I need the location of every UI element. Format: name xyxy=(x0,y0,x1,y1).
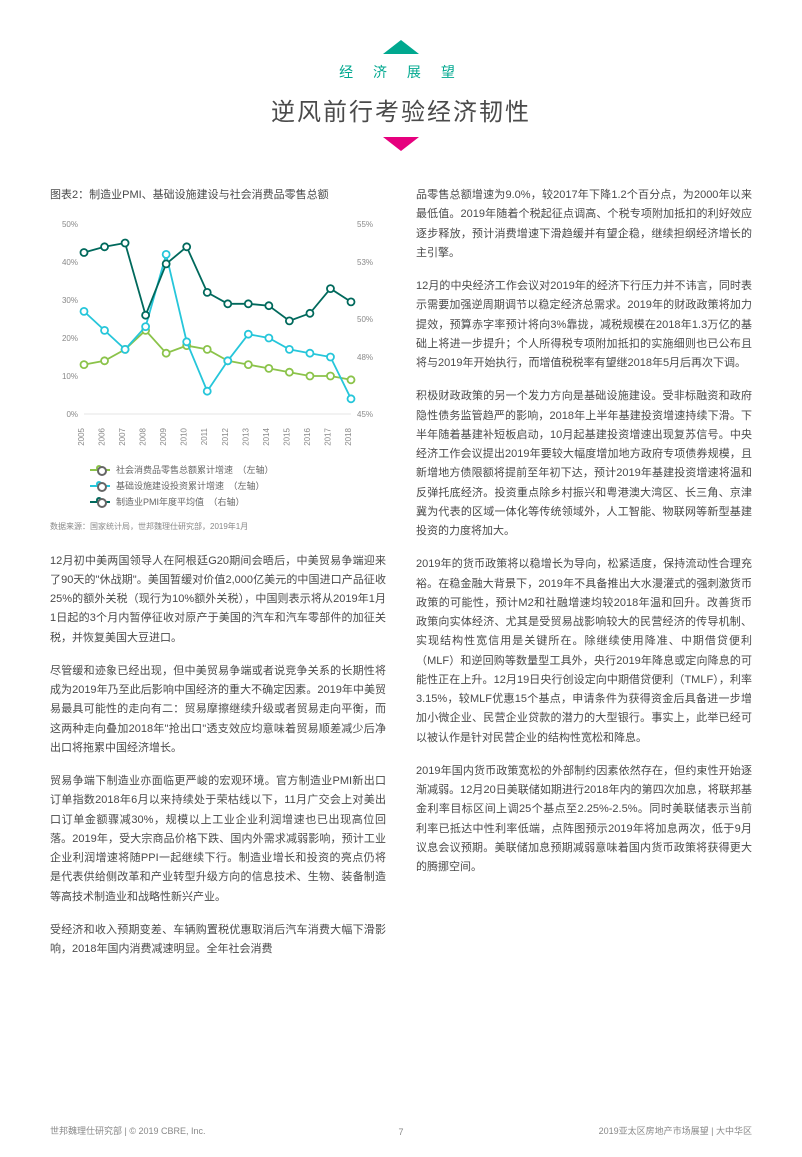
left-body-text: 12月初中美两国领导人在阿根廷G20期间会晤后，中美贸易争端迎来了90天的"休战… xyxy=(50,552,386,960)
svg-text:2006: 2006 xyxy=(98,427,107,445)
svg-text:20%: 20% xyxy=(62,334,78,343)
paragraph: 12月的中央经济工作会议对2019年的经济下行压力并不讳言，同时表示需要加强逆周… xyxy=(416,277,752,373)
svg-text:2010: 2010 xyxy=(180,427,189,445)
caret-up-icon xyxy=(383,40,419,54)
paragraph: 12月初中美两国领导人在阿根廷G20期间会晤后，中美贸易争端迎来了90天的"休战… xyxy=(50,552,386,648)
chart-title: 图表2：制造业PMI、基础设施建设与社会消费品零售总额 xyxy=(50,186,386,202)
legend-marker-icon xyxy=(90,501,110,503)
svg-text:0%: 0% xyxy=(66,410,78,419)
svg-text:45%: 45% xyxy=(357,410,373,419)
page-footer: 世邦魏理仕研究部 | © 2019 CBRE, Inc. 7 2019亚太区房地… xyxy=(50,1124,752,1137)
svg-text:50%: 50% xyxy=(62,220,78,229)
legend-item: 社会消费品零售总额累计增速 （左轴） xyxy=(90,462,386,478)
svg-text:40%: 40% xyxy=(62,258,78,267)
svg-text:53%: 53% xyxy=(357,258,373,267)
svg-text:2012: 2012 xyxy=(221,427,230,445)
paragraph: 2019年的货币政策将以稳增长为导向，松紧适度，保持流动性合理充裕。在稳金融大背… xyxy=(416,555,752,748)
svg-text:2018: 2018 xyxy=(344,427,353,445)
paragraph: 品零售总额增速为9.0%，较2017年下降1.2个百分点，为2000年以来最低值… xyxy=(416,186,752,263)
paragraph: 2019年国内货币政策宽松的外部制约因素依然存在，但约束性开始逐渐减弱。12月2… xyxy=(416,762,752,878)
svg-text:50%: 50% xyxy=(357,315,373,324)
svg-text:2008: 2008 xyxy=(139,427,148,445)
page-number: 7 xyxy=(398,1127,403,1137)
chart-legend: 社会消费品零售总额累计增速 （左轴）基础设施建设投资累计增速 （左轴）制造业PM… xyxy=(50,462,386,511)
legend-label: 基础设施建设投资累计增速 （左轴） xyxy=(116,478,265,494)
paragraph: 尽管缓和迹象已经出现，但中美贸易争端或者说竞争关系的长期性将成为2019年乃至此… xyxy=(50,662,386,758)
page-title: 逆风前行考验经济韧性 xyxy=(50,92,752,127)
section-label: 经 济 展 望 xyxy=(50,62,752,82)
right-column: 品零售总额增速为9.0%，较2017年下降1.2个百分点，为2000年以来最低值… xyxy=(416,186,752,973)
chart-source: 数据来源：国家统计局，世邦魏理仕研究部，2019年1月 xyxy=(50,521,386,532)
svg-text:2016: 2016 xyxy=(303,427,312,445)
svg-text:2007: 2007 xyxy=(118,427,127,445)
paragraph: 积极财政政策的另一个发力方向是基础设施建设。受非标融资和政府隐性债务监管趋严的影… xyxy=(416,387,752,541)
svg-text:2013: 2013 xyxy=(241,427,250,445)
legend-label: 社会消费品零售总额累计增速 （左轴） xyxy=(116,462,274,478)
legend-marker-icon xyxy=(90,469,110,471)
svg-text:2009: 2009 xyxy=(159,427,168,445)
legend-marker-icon xyxy=(90,485,110,487)
page-header: 经 济 展 望 逆风前行考验经济韧性 xyxy=(50,40,752,151)
paragraph: 受经济和收入预期变差、车辆购置税优惠取消后汽车消费大幅下滑影响，2018年国内消… xyxy=(50,921,386,960)
chart-figure: 0% 10% 20% 30% 40% 50% 45% 48% 50% 53% 55% 2005 2006… xyxy=(50,214,386,454)
svg-text:2011: 2011 xyxy=(200,427,209,445)
svg-text:2017: 2017 xyxy=(323,427,332,445)
svg-text:2015: 2015 xyxy=(282,427,291,445)
paragraph: 贸易争端下制造业亦面临更严峻的宏观环境。官方制造业PMI新出口订单指数2018年… xyxy=(50,772,386,907)
svg-text:10%: 10% xyxy=(62,372,78,381)
svg-text:2005: 2005 xyxy=(77,427,86,445)
footer-right: 2019亚太区房地产市场展望 | 大中华区 xyxy=(599,1124,752,1137)
svg-text:30%: 30% xyxy=(62,296,78,305)
footer-left: 世邦魏理仕研究部 | © 2019 CBRE, Inc. xyxy=(50,1124,206,1137)
left-column: 图表2：制造业PMI、基础设施建设与社会消费品零售总额 0% 10% 20% 30% 4… xyxy=(50,186,386,973)
right-body-text: 品零售总额增速为9.0%，较2017年下降1.2个百分点，为2000年以来最低值… xyxy=(416,186,752,877)
legend-item: 制造业PMI年度平均值 （右轴） xyxy=(90,494,386,510)
svg-text:48%: 48% xyxy=(357,353,373,362)
caret-down-icon xyxy=(383,137,419,151)
legend-label: 制造业PMI年度平均值 （右轴） xyxy=(116,494,245,510)
svg-text:55%: 55% xyxy=(357,220,373,229)
svg-text:2014: 2014 xyxy=(262,427,271,445)
legend-item: 基础设施建设投资累计增速 （左轴） xyxy=(90,478,386,494)
